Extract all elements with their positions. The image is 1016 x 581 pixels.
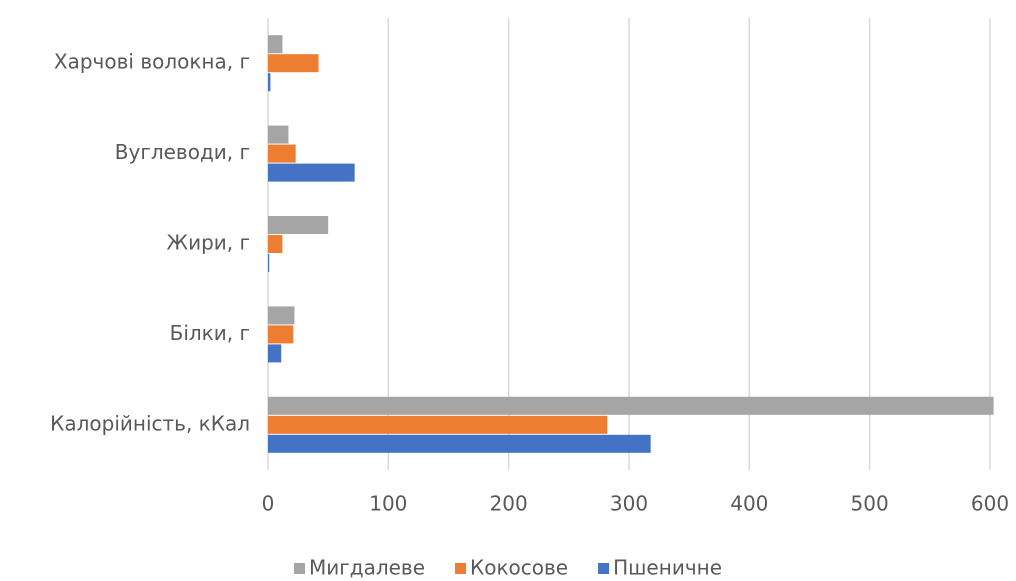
- legend-swatch: [293, 563, 305, 574]
- bar: [268, 254, 270, 272]
- y-tick-label: Білки, г: [170, 321, 250, 345]
- bar: [268, 396, 994, 415]
- bar: [268, 325, 294, 344]
- y-tick-label: Вуглеводи, г: [115, 140, 250, 164]
- bar: [268, 144, 296, 163]
- legend-swatch: [455, 563, 467, 574]
- bar: [268, 216, 329, 234]
- legend-label: Кокосове: [470, 556, 568, 580]
- bar: [268, 125, 289, 144]
- y-tick-label: Харчові волокна, г: [54, 50, 250, 74]
- bar: [268, 35, 283, 54]
- y-tick-label: Калорійність, кКал: [50, 411, 250, 435]
- x-tick-label: 300: [610, 492, 648, 516]
- legend-swatch: [598, 563, 610, 574]
- y-tick-label: Жири, г: [167, 231, 250, 255]
- legend-label: Пшеничне: [613, 556, 722, 580]
- bar: [268, 415, 608, 434]
- bar: [268, 73, 271, 92]
- x-tick-label: 200: [490, 492, 528, 516]
- bar: [268, 235, 283, 253]
- bar: [268, 163, 355, 182]
- x-tick-label: 500: [851, 492, 889, 516]
- bar: [268, 434, 651, 453]
- bar: [268, 306, 295, 325]
- x-tick-label: 100: [369, 492, 407, 516]
- x-tick-label: 600: [971, 492, 1009, 516]
- bar: [268, 54, 319, 73]
- bar: [268, 344, 282, 363]
- x-tick-label: 0: [262, 492, 275, 516]
- x-tick-label: 400: [730, 492, 768, 516]
- legend-label: Мигдалеве: [309, 556, 425, 580]
